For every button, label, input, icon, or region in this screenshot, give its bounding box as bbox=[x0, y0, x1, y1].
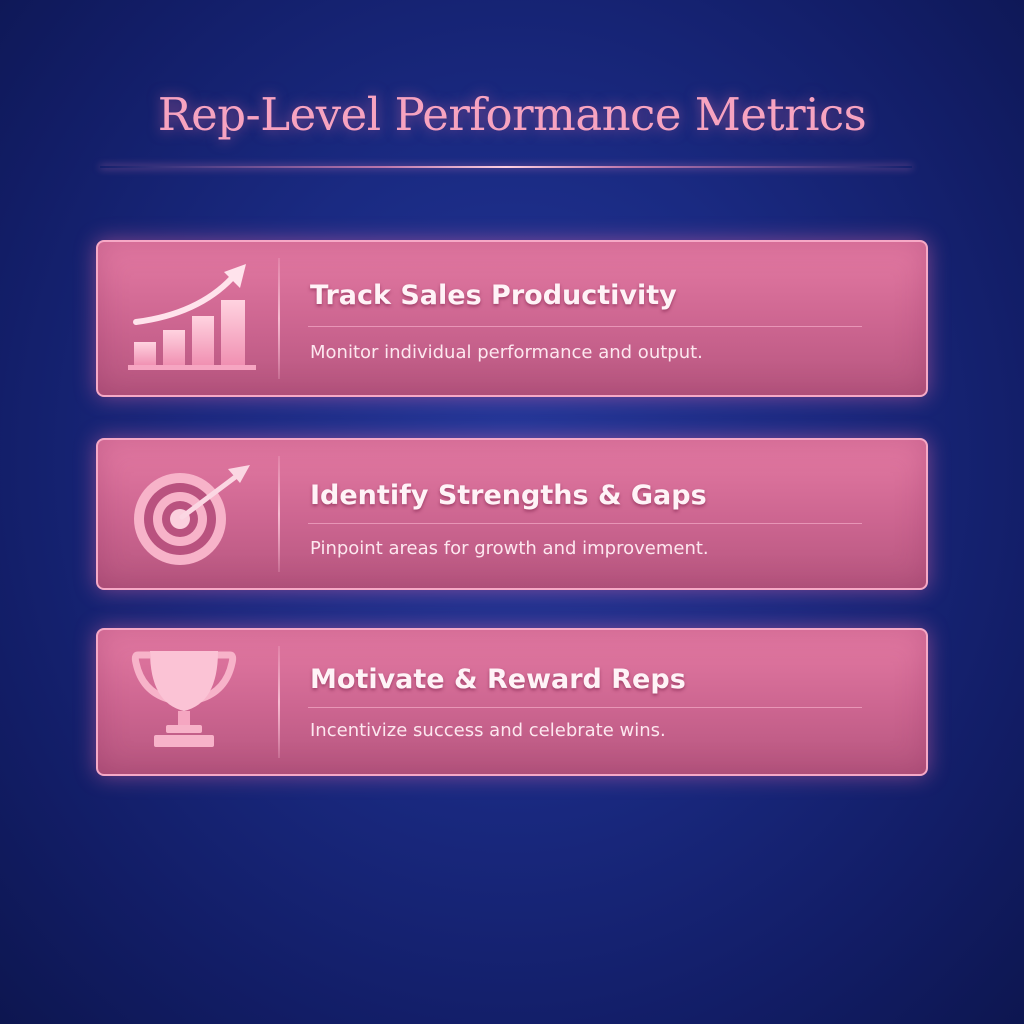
trophy-icon bbox=[131, 651, 237, 747]
title-divider bbox=[100, 166, 912, 168]
card-heading: Track Sales Productivity bbox=[310, 280, 677, 311]
card-description: Pinpoint areas for growth and improvemen… bbox=[310, 538, 709, 559]
card-rule bbox=[308, 523, 862, 524]
card-divider bbox=[278, 456, 280, 572]
bar-chart-arrow-icon bbox=[128, 263, 256, 370]
card-track-sales-productivity: Track Sales Productivity Monitor individ… bbox=[96, 240, 928, 397]
card-heading: Identify Strengths & Gaps bbox=[310, 480, 707, 511]
card-description: Monitor individual performance and outpu… bbox=[310, 342, 703, 363]
card-description: Incentivize success and celebrate wins. bbox=[310, 720, 666, 741]
card-rule bbox=[308, 707, 862, 708]
card-divider bbox=[278, 258, 280, 379]
target-arrow-icon bbox=[134, 465, 250, 565]
card-identify-strengths-gaps: Identify Strengths & Gaps Pinpoint areas… bbox=[96, 438, 928, 590]
card-rule bbox=[308, 326, 862, 327]
page-title: Rep-Level Performance Metrics bbox=[157, 88, 867, 141]
card-heading: Motivate & Reward Reps bbox=[310, 664, 686, 695]
card-motivate-reward-reps: Motivate & Reward Reps Incentivize succe… bbox=[96, 628, 928, 776]
card-divider bbox=[278, 646, 280, 758]
